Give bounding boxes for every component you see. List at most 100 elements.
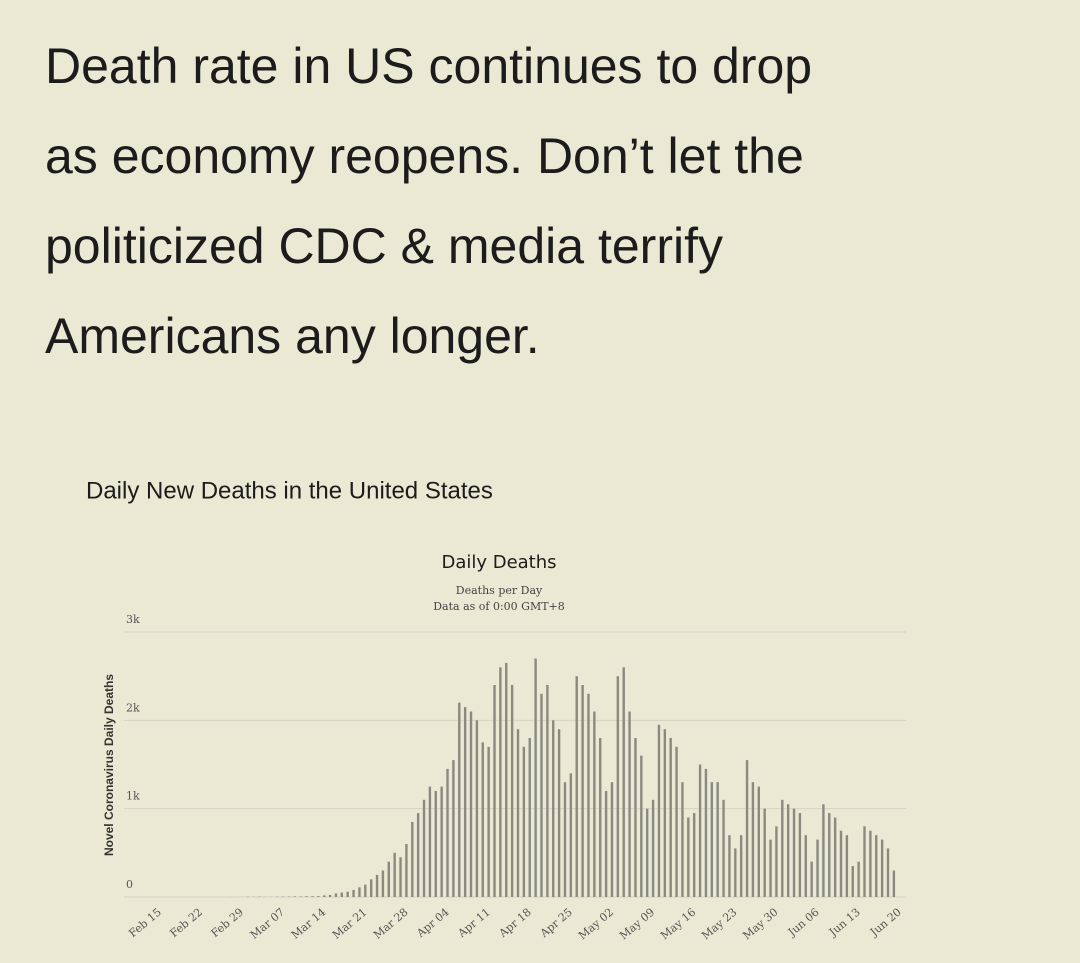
bar xyxy=(593,711,596,897)
bar xyxy=(581,685,584,897)
bar xyxy=(516,729,520,897)
bar xyxy=(322,895,326,897)
post-line: politicized CDC & media terrify xyxy=(45,218,723,274)
bar xyxy=(469,711,473,897)
bar xyxy=(428,786,432,897)
bar xyxy=(786,804,790,897)
bar xyxy=(892,870,896,897)
y-axis-label: Novel Coronavirus Daily Deaths xyxy=(102,674,116,856)
bar xyxy=(739,835,743,897)
bar xyxy=(622,667,625,897)
bar xyxy=(599,738,602,897)
bar xyxy=(305,896,308,897)
bar xyxy=(446,768,449,897)
bar xyxy=(698,764,702,897)
bar xyxy=(781,799,784,897)
bar xyxy=(364,884,367,897)
bar xyxy=(346,891,349,897)
bar xyxy=(816,839,819,897)
bar xyxy=(493,685,496,897)
bar xyxy=(769,839,772,897)
bar xyxy=(657,724,661,897)
chart-heading: Daily New Deaths in the United States xyxy=(86,477,493,504)
bar xyxy=(405,844,408,897)
bar xyxy=(540,693,543,897)
bar xyxy=(328,894,332,897)
post-line: as economy reopens. Don’t let the xyxy=(45,128,804,184)
bar xyxy=(634,738,637,897)
bar xyxy=(563,782,567,897)
bar xyxy=(745,760,749,897)
bar xyxy=(381,870,385,897)
bar xyxy=(416,813,420,897)
bar xyxy=(452,760,455,897)
bar xyxy=(463,707,467,897)
bar xyxy=(628,711,631,897)
y-tick-label: 3k xyxy=(126,613,140,626)
chart-title: Daily Deaths xyxy=(441,552,556,573)
bar xyxy=(299,896,302,897)
bar xyxy=(839,830,843,897)
bar xyxy=(822,804,825,897)
y-tick-label: 1k xyxy=(126,790,140,803)
bar xyxy=(886,848,890,897)
bar xyxy=(528,738,531,897)
bar xyxy=(775,826,778,897)
bar xyxy=(640,755,643,897)
bar xyxy=(734,848,737,897)
bar xyxy=(716,782,719,897)
bar xyxy=(393,852,396,897)
bar xyxy=(481,742,484,897)
bar xyxy=(358,887,361,897)
bar xyxy=(833,817,837,897)
bar xyxy=(557,729,561,897)
chart-note: Data as of 0:00 GMT+8 xyxy=(433,600,565,613)
bar xyxy=(352,889,355,897)
bar xyxy=(546,685,549,897)
bar xyxy=(646,808,649,897)
bar xyxy=(851,866,854,897)
bar xyxy=(422,799,426,897)
bar xyxy=(728,835,731,897)
bar xyxy=(804,835,807,897)
bar xyxy=(505,662,508,897)
bar xyxy=(569,773,573,897)
bar xyxy=(875,835,878,897)
bar xyxy=(757,786,760,897)
bar xyxy=(681,782,684,897)
bar xyxy=(869,830,872,897)
bar xyxy=(763,808,766,897)
bar xyxy=(751,782,755,897)
bar xyxy=(587,693,590,897)
bar xyxy=(510,685,514,897)
bar xyxy=(722,799,725,897)
bar xyxy=(828,813,831,897)
bar xyxy=(534,658,537,897)
bar xyxy=(604,791,608,897)
chart-subtitle: Deaths per Day xyxy=(456,584,543,597)
bar xyxy=(334,893,338,897)
bar xyxy=(704,768,708,897)
bar xyxy=(616,676,620,897)
bar xyxy=(499,667,502,897)
y-tick-label: 2k xyxy=(126,701,140,714)
bar xyxy=(411,821,414,897)
bar xyxy=(880,839,884,897)
bar xyxy=(552,720,555,897)
bar xyxy=(369,879,373,897)
bar xyxy=(845,835,849,897)
bar xyxy=(522,746,526,897)
bar xyxy=(663,729,667,897)
post-line: Americans any longer. xyxy=(45,308,540,364)
bar xyxy=(687,817,690,897)
bar xyxy=(710,782,714,897)
bar xyxy=(387,861,390,897)
bar xyxy=(863,826,866,897)
bar xyxy=(375,874,379,897)
bar xyxy=(311,896,314,897)
bar xyxy=(857,861,860,897)
bar xyxy=(293,896,297,897)
bar xyxy=(675,746,678,897)
